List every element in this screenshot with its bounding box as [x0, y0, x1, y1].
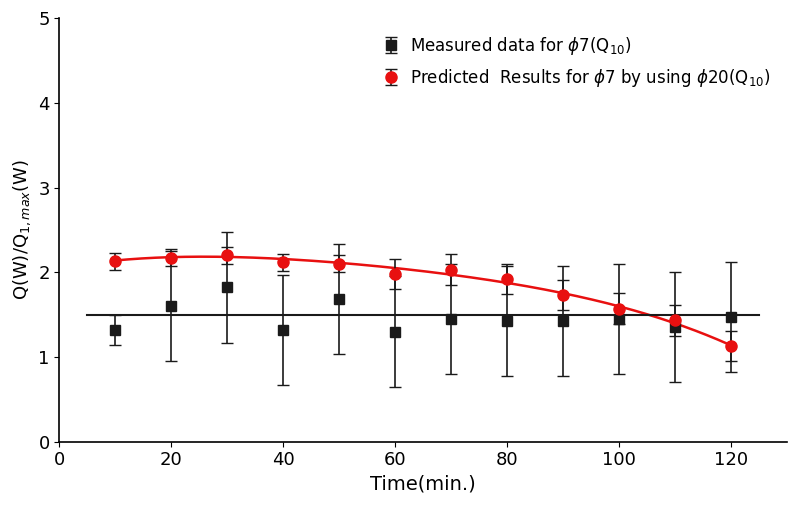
- Legend: Measured data for $\phi$7(Q$_{10}$), Predicted  Results for $\phi$7 by using $\p: Measured data for $\phi$7(Q$_{10}$), Pre…: [373, 26, 779, 97]
- X-axis label: Time(min.): Time(min.): [370, 475, 476, 494]
- Y-axis label: Q(W)/Q$_{1,max}$(W): Q(W)/Q$_{1,max}$(W): [11, 159, 33, 300]
